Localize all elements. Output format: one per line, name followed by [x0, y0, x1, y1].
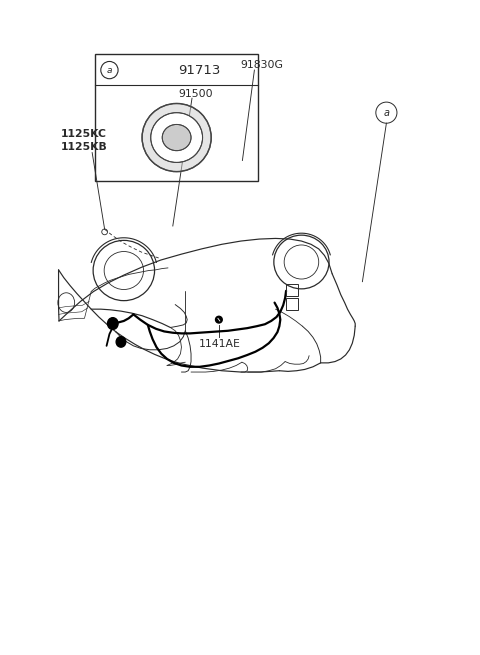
Ellipse shape — [142, 103, 211, 172]
Text: 91830G: 91830G — [240, 60, 283, 71]
Text: 1141AE: 1141AE — [199, 339, 241, 349]
Text: 91713: 91713 — [178, 64, 220, 77]
Text: 1125KB: 1125KB — [60, 142, 108, 153]
Ellipse shape — [151, 113, 203, 162]
Bar — [286, 284, 298, 296]
Bar — [95, 54, 258, 181]
Circle shape — [216, 316, 222, 323]
Ellipse shape — [108, 318, 118, 329]
Text: a: a — [107, 66, 112, 75]
Text: a: a — [384, 107, 389, 118]
Ellipse shape — [116, 337, 126, 347]
Text: 1125KC: 1125KC — [61, 129, 107, 140]
Text: 91500: 91500 — [179, 88, 213, 99]
Ellipse shape — [162, 124, 191, 151]
Bar — [286, 298, 298, 310]
